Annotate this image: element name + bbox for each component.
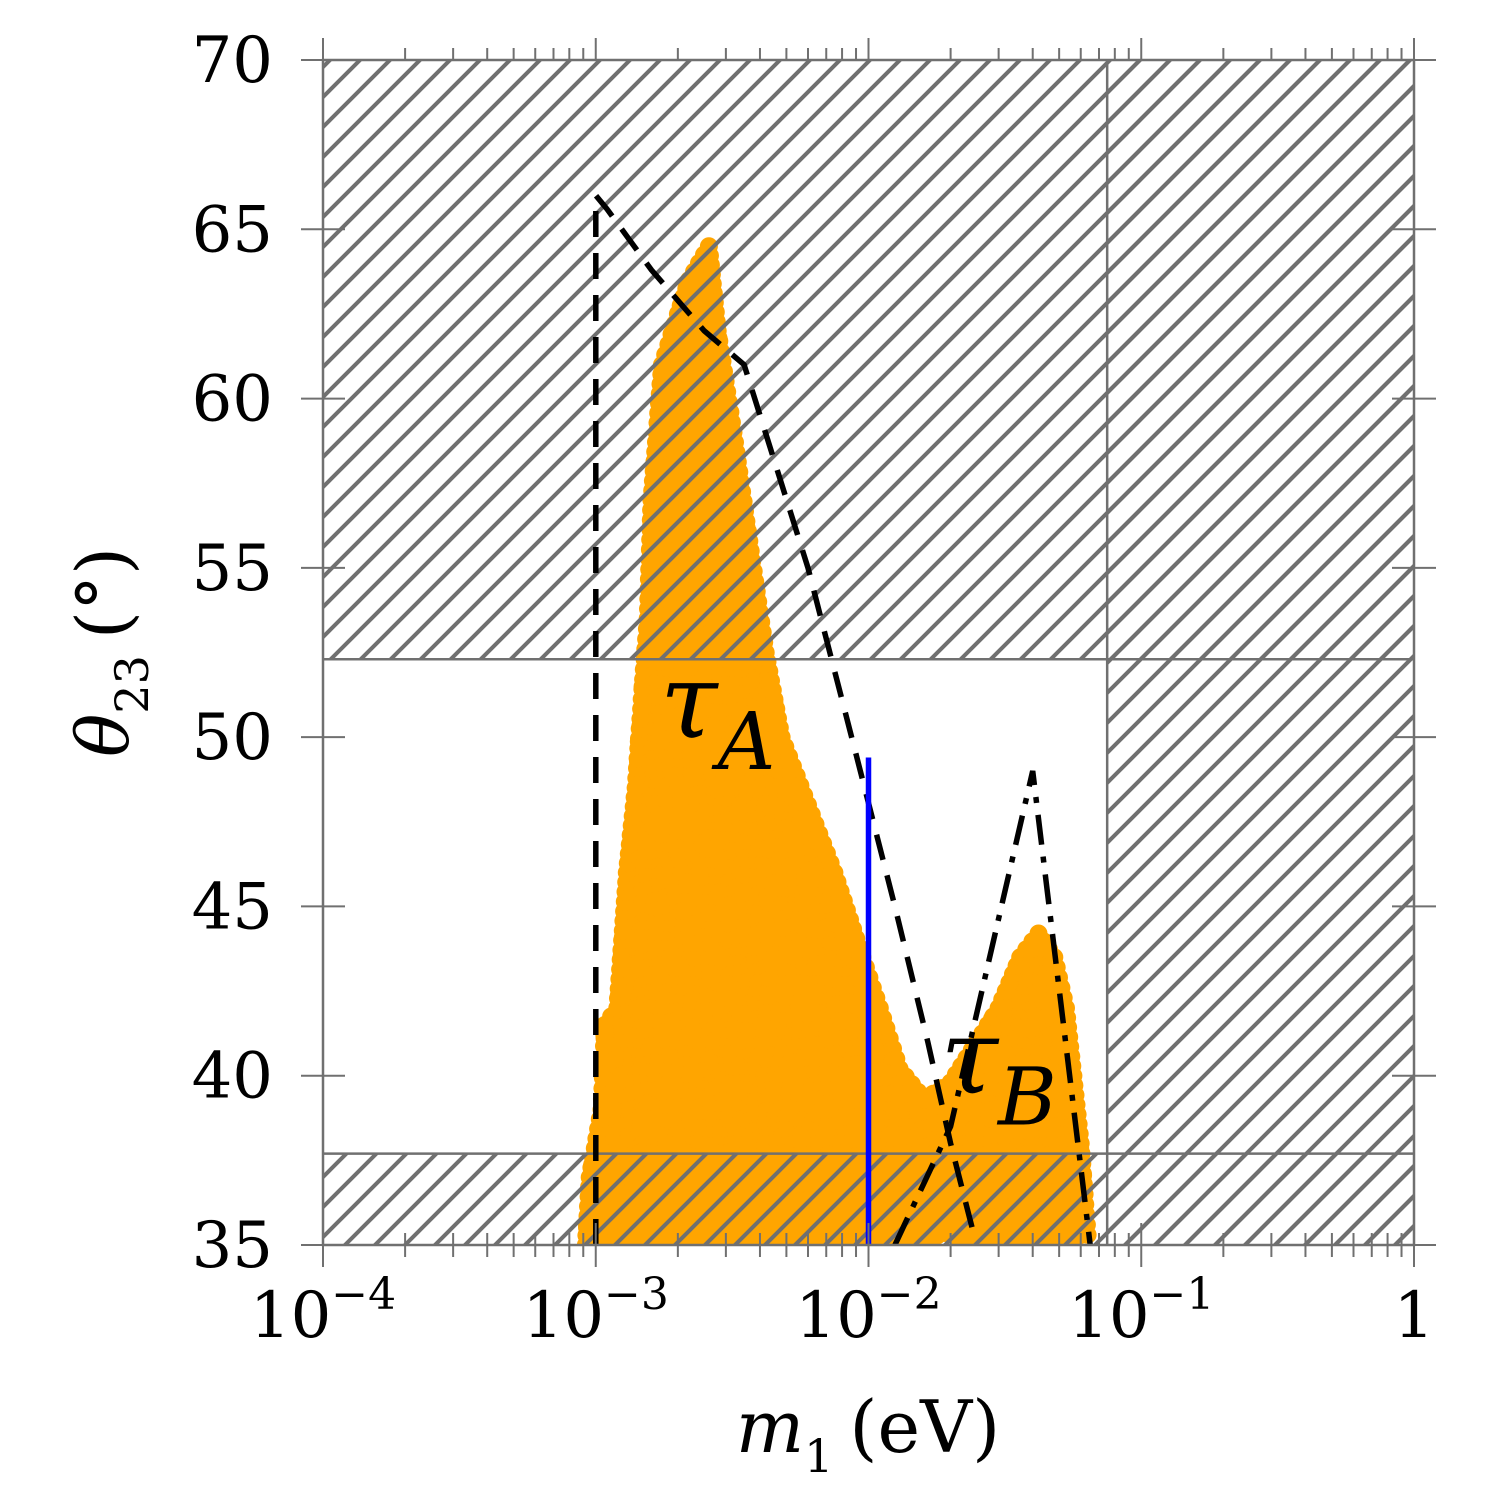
y-tick-label: 35 [192, 1209, 273, 1283]
x-tick-label: 10−2 [795, 1269, 941, 1353]
region-label-B: τB [940, 996, 1056, 1144]
y-tick-label: 60 [192, 363, 273, 437]
x-axis-label: m1 (eV) [736, 1385, 1000, 1483]
tick-marks [301, 38, 1436, 1267]
y-tick-label: 40 [192, 1040, 273, 1114]
series-dash-dot-line [892, 770, 1093, 1245]
x-tick-label: 1 [1394, 1279, 1435, 1353]
x-tick-label: 10−3 [523, 1269, 669, 1353]
annotations: τA τB [660, 640, 1057, 1143]
tick-labels: 10−4 10−3 10−2 10−1 1 35 40 45 50 55 60 65 70 [192, 24, 1435, 1353]
y-tick-label: 70 [192, 24, 273, 98]
series-layer [593, 187, 1093, 1245]
x-tick-label: 10−1 [1068, 1269, 1214, 1353]
series-dashed-line [593, 187, 975, 1245]
y-tick-label: 50 [192, 701, 273, 775]
y-tick-label: 45 [192, 870, 273, 944]
region-label-A: τA [660, 640, 775, 788]
y-tick-label: 55 [192, 532, 273, 606]
excluded-region [1107, 60, 1414, 1245]
x-tick-label: 10−4 [250, 1269, 396, 1353]
y-tick-label: 65 [192, 193, 273, 267]
y-axis-label: θ23(°) [61, 547, 159, 757]
